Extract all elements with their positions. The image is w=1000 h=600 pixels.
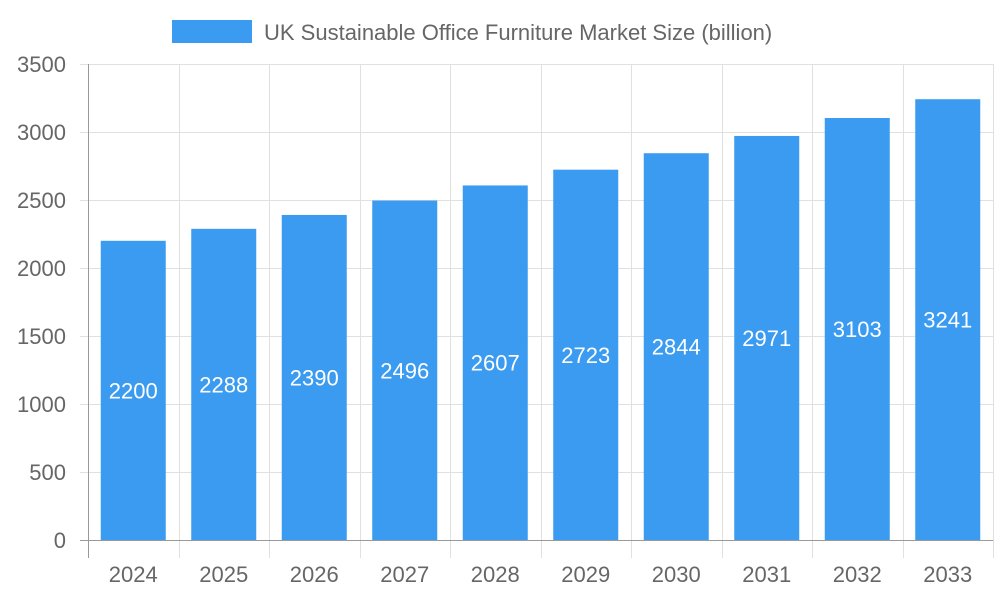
data-label: 2390 <box>290 365 339 390</box>
bar <box>734 135 800 540</box>
x-tick-label: 2031 <box>742 562 791 587</box>
bar <box>553 169 619 540</box>
y-tick-label: 0 <box>54 528 66 553</box>
data-label: 2723 <box>561 343 610 368</box>
bar <box>372 200 438 540</box>
x-tick-label: 2028 <box>471 562 520 587</box>
data-label: 3241 <box>923 308 972 333</box>
y-tick-label: 500 <box>29 460 66 485</box>
x-tick-label: 2033 <box>923 562 972 587</box>
bar <box>462 185 528 540</box>
data-label: 2844 <box>652 335 701 360</box>
y-tick-label: 1500 <box>17 324 66 349</box>
data-label: 2607 <box>471 351 520 376</box>
y-tick-label: 3500 <box>17 52 66 77</box>
bars: 2200 2288 2390 2496 2607 2723 2844 2971 3103 3241 <box>100 99 981 541</box>
x-tick-label: 2025 <box>199 562 248 587</box>
x-tick-label: 2032 <box>833 562 882 587</box>
data-label: 3103 <box>833 317 882 342</box>
legend[interactable]: UK Sustainable Office Furniture Market S… <box>172 20 772 45</box>
data-label: 2288 <box>199 372 248 397</box>
grid <box>80 64 994 558</box>
bar <box>100 240 166 541</box>
y-tick-label: 3000 <box>17 120 66 145</box>
data-label: 2200 <box>109 378 158 403</box>
bar <box>824 117 890 540</box>
data-label: 2971 <box>742 326 791 351</box>
y-tick-label: 2500 <box>17 188 66 213</box>
x-tick-label: 2027 <box>380 562 429 587</box>
legend-swatch <box>172 20 252 43</box>
legend-label: UK Sustainable Office Furniture Market S… <box>264 20 772 45</box>
y-tick-label: 1000 <box>17 392 66 417</box>
bar <box>643 153 709 540</box>
y-tick-label: 2000 <box>17 256 66 281</box>
bar <box>281 214 347 540</box>
x-tick-label: 2029 <box>561 562 610 587</box>
x-tick-label: 2024 <box>109 562 158 587</box>
bar <box>915 99 981 540</box>
axes: 0 500 1000 1500 2000 2500 3000 3500 2024 2025 2026… <box>17 52 993 587</box>
x-tick-label: 2030 <box>652 562 701 587</box>
bar <box>191 228 257 540</box>
data-label: 2496 <box>380 358 429 383</box>
x-tick-label: 2026 <box>290 562 339 587</box>
